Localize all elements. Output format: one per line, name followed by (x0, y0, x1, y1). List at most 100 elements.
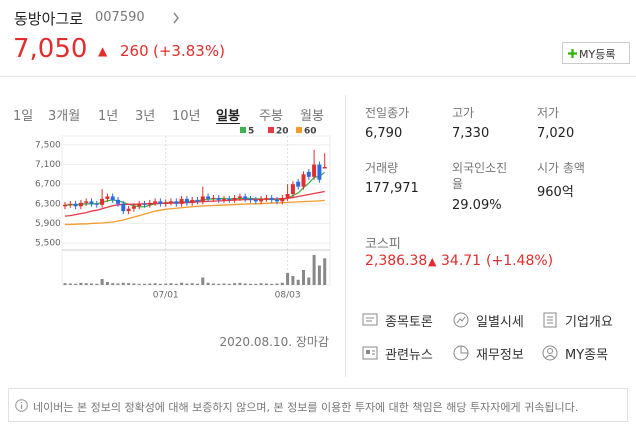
candle-body (137, 203, 142, 207)
market-date: 2020.08.10. 장마감 (219, 335, 329, 349)
x-tick-label: 08/03 (275, 291, 301, 301)
chart: 5 20 60 7,500 7,100 6,700 6,300 5,900 5,500 07/01… (35, 127, 331, 301)
tab[interactable]: 월봉 (300, 109, 324, 124)
legend-label: 5 (248, 127, 254, 137)
tab[interactable]: 1일 (13, 109, 34, 124)
candle-body (184, 198, 189, 203)
volume-bar (249, 283, 252, 285)
volume-bar (95, 283, 99, 285)
index-up-mark: ▲ (428, 255, 437, 268)
candle-body (179, 198, 184, 204)
volume-bar (169, 283, 173, 285)
volume-bar (63, 283, 67, 285)
y-tick-label: 6,700 (35, 180, 61, 190)
volume-bar (111, 283, 115, 285)
index-name: 코스피 (365, 237, 401, 252)
tab[interactable]: 10년 (172, 109, 201, 124)
volume-bar (158, 283, 162, 285)
candle-body (243, 196, 248, 199)
volume-bar (100, 279, 104, 285)
volume-bar (137, 283, 141, 285)
candle-body (100, 198, 105, 205)
button-icon (453, 345, 469, 361)
button-label: 관련뉴스 (385, 348, 433, 363)
volume-bar (243, 283, 247, 285)
candle-body (285, 194, 290, 198)
volume-bar (196, 283, 199, 285)
candle-body (259, 198, 264, 202)
candle-body (73, 203, 78, 207)
candle-body (105, 196, 110, 199)
candle-body (121, 203, 126, 212)
candle-body (264, 197, 269, 199)
my-button-label: MY등록 (579, 48, 616, 61)
candle-body (248, 198, 253, 200)
stat-label: 전일종가 (365, 106, 410, 120)
button-icon (362, 313, 378, 326)
stat-label: 시가 총액 (537, 161, 585, 175)
volume-bar (254, 283, 258, 285)
candle-body (84, 201, 89, 203)
volume-bar (307, 277, 311, 285)
tab[interactable]: 1년 (98, 109, 119, 124)
stat-value: 6,790 (365, 126, 403, 141)
candle-body (169, 201, 173, 203)
plus-icon (568, 49, 577, 58)
y-tick-label: 5,900 (35, 219, 61, 229)
volume-bar (174, 283, 178, 285)
candle-body (222, 198, 226, 200)
y-tick-label: 5,500 (35, 239, 61, 249)
x-tick-label: 07/01 (153, 291, 179, 301)
candle-body (68, 203, 73, 205)
volume-bar (148, 283, 152, 285)
volume-bar (270, 283, 274, 285)
tab[interactable]: 일봉 (216, 109, 240, 124)
candle-body (253, 199, 258, 202)
candle-body (206, 196, 211, 199)
volume-bar (222, 283, 226, 285)
candle-body (94, 203, 99, 205)
volume-bar (68, 283, 72, 285)
volume-bar (323, 258, 327, 285)
volume-bar (312, 255, 316, 285)
plot-frame (61, 135, 331, 286)
candle-body (301, 174, 306, 187)
y-tick-label: 7,100 (35, 160, 61, 170)
candle-body (211, 197, 216, 199)
change: 260 (120, 42, 149, 60)
button-label: 종목토론 (385, 315, 433, 330)
up-mark: ▲ (98, 44, 108, 58)
candle-body (126, 208, 131, 212)
button-label: 일별시세 (476, 315, 524, 330)
legend-label: 60 (304, 127, 317, 137)
volume-bar (90, 283, 93, 285)
candle-body (158, 201, 163, 204)
tab[interactable]: 주봉 (259, 109, 283, 124)
tab[interactable]: 3년 (135, 109, 156, 124)
stock-name[interactable]: 동방아그로 (14, 10, 84, 28)
volume-bar (280, 282, 284, 285)
volume-bar (227, 283, 231, 285)
button-label: 재무정보 (476, 348, 524, 363)
volume-bar (211, 283, 215, 285)
candle-body (306, 171, 311, 177)
divider (345, 95, 346, 377)
price: 7,050 (13, 34, 88, 64)
my-button[interactable]: MY등록 (562, 42, 630, 64)
volume-bar (180, 282, 184, 285)
y-tick-label: 7,500 (35, 140, 61, 150)
button-icon (362, 346, 378, 360)
y-tick-label: 6,300 (35, 199, 61, 209)
candle-body (322, 167, 327, 169)
candle-body (227, 198, 232, 200)
candle-body (190, 199, 195, 203)
stock-code: 007590 (95, 10, 145, 25)
divider (0, 76, 636, 77)
tab[interactable]: 3개월 (48, 109, 81, 124)
candle-body (110, 196, 115, 200)
chevron (173, 12, 179, 24)
disclaimer-box: 네이버는 본 정보의 정확성에 대해 보증하지 않으며, 본 정보를 이용한 투… (8, 388, 628, 422)
info-icon (15, 399, 28, 412)
volume-bar (259, 283, 263, 285)
volume-bar (233, 283, 237, 285)
